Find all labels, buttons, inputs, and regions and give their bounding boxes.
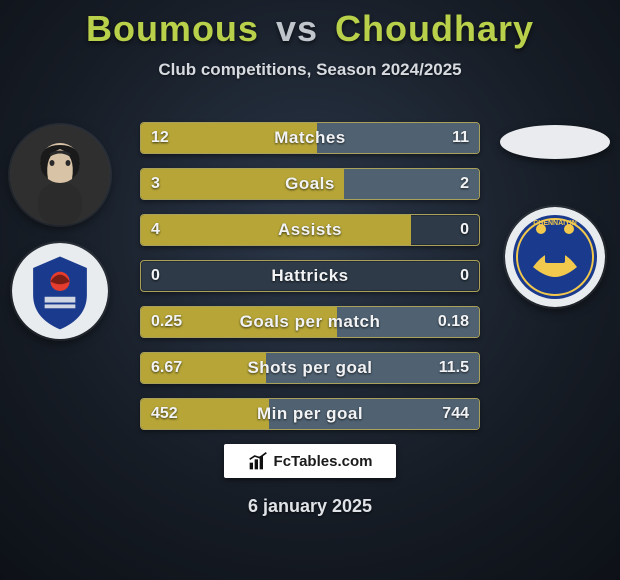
- subtitle: Club competitions, Season 2024/2025: [0, 60, 620, 80]
- stat-bar: Goals3 2: [140, 168, 480, 200]
- stat-bar-right-value: 11.5: [439, 353, 469, 383]
- stat-bar-right-value: 11: [452, 123, 469, 153]
- stat-bar: Hattricks0 0: [140, 260, 480, 292]
- stat-bar-label: Assists: [141, 215, 479, 245]
- stat-bar-label: Goals: [141, 169, 479, 199]
- player1-name: Boumous: [86, 8, 259, 49]
- footer-site-text: FcTables.com: [274, 453, 373, 470]
- footer-site-badge[interactable]: FcTables.com: [224, 444, 396, 478]
- stat-bar: Assists4 0: [140, 214, 480, 246]
- stat-bar-left-value: 12: [151, 123, 169, 153]
- page-title: Boumous vs Choudhary: [0, 0, 620, 50]
- club-crest-icon: [12, 243, 108, 339]
- barchart-icon: [248, 451, 268, 471]
- right-avatars: CHENNAIYIN: [500, 125, 610, 307]
- stat-bar: Min per goal452 744: [140, 398, 480, 430]
- stat-bar-left-value: 6.67: [151, 353, 182, 383]
- stat-bar: Matches12 11: [140, 122, 480, 154]
- left-avatars: [10, 125, 110, 339]
- stat-bar-left-value: 452: [151, 399, 178, 429]
- stat-bar-left-value: 0: [151, 261, 160, 291]
- player1-club-badge: [12, 243, 108, 339]
- stat-bar: Goals per match0.25 0.18: [140, 306, 480, 338]
- footer-date: 6 january 2025: [0, 496, 620, 517]
- stat-bar-right-value: 744: [442, 399, 469, 429]
- stat-bar-left-value: 4: [151, 215, 160, 245]
- club-crest-icon: CHENNAIYIN: [505, 207, 605, 307]
- stat-bar-left-value: 0.25: [151, 307, 182, 337]
- stat-bar-label: Min per goal: [141, 399, 479, 429]
- player2-club-badge: CHENNAIYIN: [505, 207, 605, 307]
- stat-bar: Shots per goal6.67 11.5: [140, 352, 480, 384]
- stat-bar-label: Hattricks: [141, 261, 479, 291]
- stat-bar-right-value: 0.18: [438, 307, 469, 337]
- title-vs: vs: [276, 8, 318, 49]
- svg-text:CHENNAIYIN: CHENNAIYIN: [533, 220, 577, 227]
- person-icon: [10, 125, 110, 225]
- player1-avatar: [10, 125, 110, 225]
- stat-bar-label: Matches: [141, 123, 479, 153]
- stat-bar-label: Shots per goal: [141, 353, 479, 383]
- stat-bar-right-value: 0: [460, 261, 469, 291]
- stat-bar-label: Goals per match: [141, 307, 479, 337]
- player2-name: Choudhary: [335, 8, 534, 49]
- stat-bar-right-value: 0: [460, 215, 469, 245]
- stat-bar-right-value: 2: [460, 169, 469, 199]
- comparison-bars: Matches1211Goals32Assists40Hattricks00Go…: [140, 122, 480, 430]
- player2-avatar: [500, 125, 610, 159]
- stat-bar-left-value: 3: [151, 169, 160, 199]
